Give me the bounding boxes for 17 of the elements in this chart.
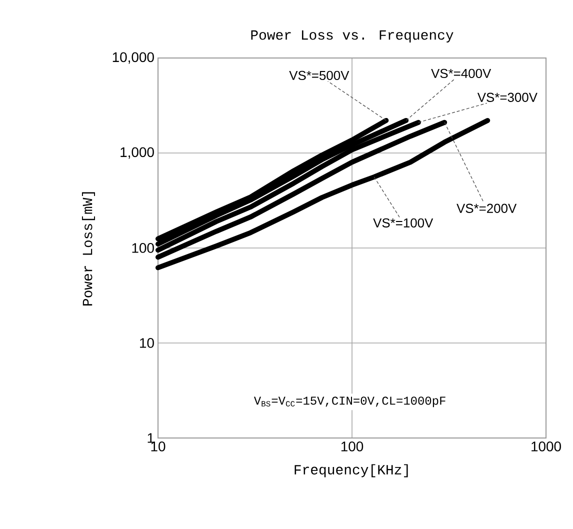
y-tick-label: 1,000 [120,147,154,159]
text: VS*=500V [289,70,350,80]
y-tick-label: 1 [148,433,154,443]
x-tick-label: 100 [341,441,364,452]
chart-title: Power Loss vs. Frequency [251,30,454,42]
y-tick-label: 10 [140,338,154,348]
y-tick-label: 10,000 [112,52,154,64]
text: VS*=400V [431,68,492,78]
y-tick-label: 100 [132,243,154,253]
y-axis-title: Power Loss[mW] [82,192,95,306]
x-tick-label: 10 [151,441,166,452]
text: VS*=300V [477,92,538,102]
annotation: V$_{BS}$=V$_{CC}$=15V,CIN=0V,CL=1000pF [254,396,446,408]
text: VS*=200V [456,204,517,213]
x-tick-label: 1000 [532,441,561,452]
text: VS*=100V [373,218,434,228]
x-axis-title: Frequency[KHz] [294,464,408,478]
